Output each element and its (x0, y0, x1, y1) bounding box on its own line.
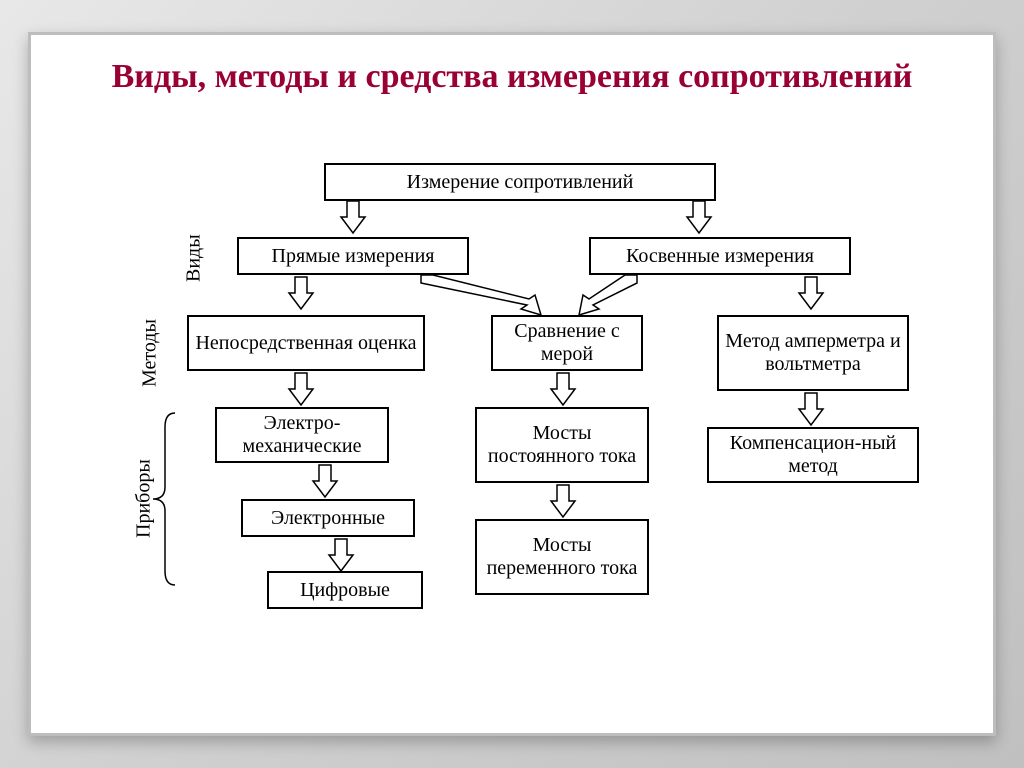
arrow-root-direct (341, 201, 365, 233)
arrow-eval-em (289, 373, 313, 405)
arrow-indirect-av (799, 277, 823, 309)
arrow-dcbridge-acbridge (551, 485, 575, 517)
side-label-vidy: Виды (181, 223, 207, 293)
side-label-metody: Методы (137, 305, 163, 401)
arrow-direct-eval (289, 277, 313, 309)
node-electronic: Электронные (241, 499, 415, 537)
arrow-root-indirect (687, 201, 711, 233)
node-dc-bridge: Мосты постоянного тока (475, 407, 649, 483)
arrow-av-comp (799, 393, 823, 425)
side-label-pribory: Приборы (131, 435, 157, 563)
slide: Виды, методы и средства измерения сопрот… (0, 0, 1024, 768)
node-indirect: Косвенные измерения (589, 237, 851, 275)
slide-title: Виды, методы и средства измерения сопрот… (31, 57, 993, 96)
node-electromech: Электро-механические (215, 407, 389, 463)
arrow-direct-compare (421, 275, 541, 315)
node-ac-bridge: Мосты переменного тока (475, 519, 649, 595)
node-root: Измерение сопротивлений (324, 163, 716, 201)
arrow-compare-dcbridge (551, 373, 575, 405)
node-direct: Прямые измерения (237, 237, 469, 275)
arrow-indirect-compare (579, 275, 637, 315)
node-eval: Непосредственная оценка (187, 315, 425, 371)
arrow-electronic-digital (329, 539, 353, 571)
slide-frame: Виды, методы и средства измерения сопрот… (28, 32, 996, 736)
node-digital: Цифровые (267, 571, 423, 609)
node-amp-volt: Метод амперметра и вольтметра (717, 315, 909, 391)
node-compensation: Компенсацион-ный метод (707, 427, 919, 483)
flowchart: Виды Методы Приборы Измерение сопротивле… (69, 155, 957, 703)
node-compare: Сравнение с мерой (491, 315, 643, 371)
arrow-em-electronic (313, 465, 337, 497)
